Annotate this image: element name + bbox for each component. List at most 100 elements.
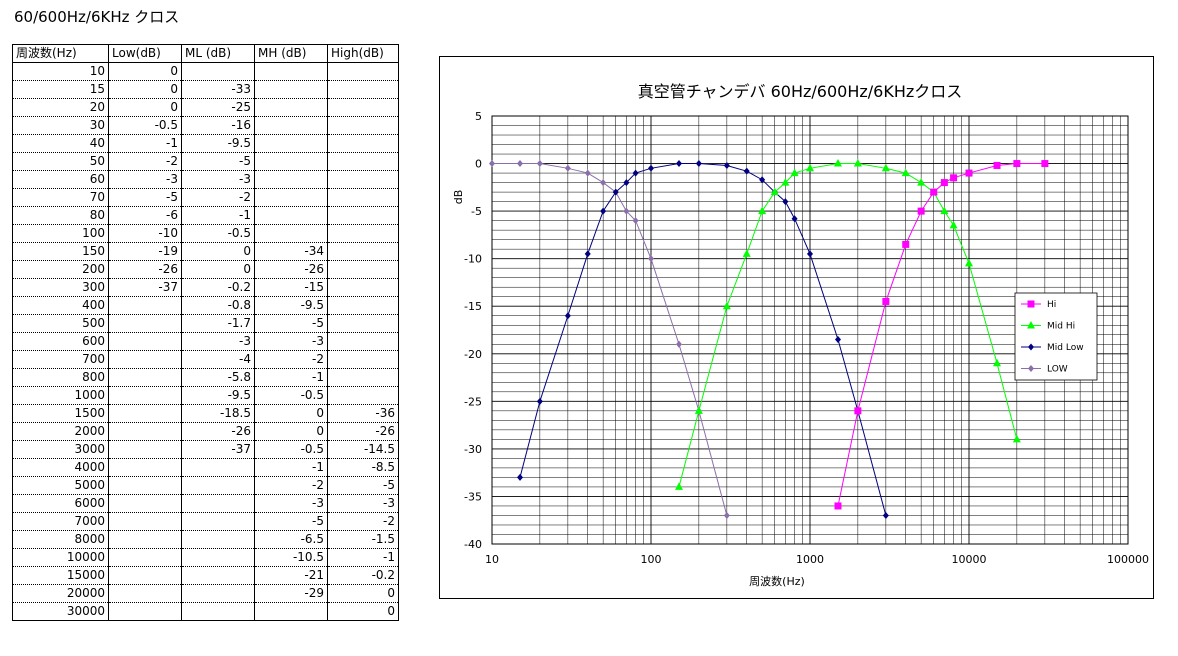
table-row: 30 -0.5 -16 bbox=[12, 116, 399, 135]
cell-frequency: 5000 bbox=[12, 476, 109, 495]
cell-ml: -5 bbox=[181, 152, 255, 171]
table-row: 40 -1 -9.5 bbox=[12, 134, 399, 153]
data-point bbox=[623, 179, 630, 187]
cell-frequency: 80 bbox=[12, 206, 109, 225]
cell-frequency: 10 bbox=[12, 62, 109, 81]
cell-high bbox=[327, 134, 399, 153]
data-point bbox=[790, 168, 799, 177]
chart-svg: 真空管チャンデバ 60Hz/600Hz/6KHzクロス 5 0 -5 -10 -15 -2… bbox=[452, 82, 1149, 588]
cell-ml bbox=[181, 602, 255, 621]
data-point bbox=[853, 159, 862, 167]
y-tick-label: -15 bbox=[464, 300, 482, 313]
cell-ml bbox=[181, 548, 255, 567]
table-row: 500 -1.7 -5 bbox=[12, 314, 399, 333]
cell-frequency: 700 bbox=[12, 350, 109, 369]
cell-ml bbox=[181, 476, 255, 495]
cell-ml: -3 bbox=[181, 332, 255, 351]
legend-marker bbox=[1027, 300, 1035, 308]
table-row: 600 -3 -3 bbox=[12, 332, 399, 351]
cell-frequency: 30000 bbox=[12, 602, 109, 621]
table-row: 5000 -2 -5 bbox=[12, 476, 399, 495]
data-point bbox=[949, 220, 958, 229]
header-mh: MH (dB) bbox=[254, 44, 328, 63]
cell-mh: -21 bbox=[254, 566, 328, 585]
data-point bbox=[854, 407, 862, 415]
data-point bbox=[516, 473, 523, 481]
cell-mh bbox=[254, 116, 328, 135]
cell-ml bbox=[181, 584, 255, 603]
table-row: 60 -3 -3 bbox=[12, 170, 399, 189]
cell-high bbox=[327, 368, 399, 387]
cell-ml: 0 bbox=[181, 260, 255, 279]
cell-ml: -1 bbox=[181, 206, 255, 225]
cell-mh: -5 bbox=[254, 512, 328, 531]
cell-low: -0.5 bbox=[108, 116, 182, 135]
header-low: Low(dB) bbox=[108, 44, 182, 63]
cell-mh: -1 bbox=[254, 368, 328, 387]
table-row: 800 -5.8 -1 bbox=[12, 368, 399, 387]
series-line bbox=[678, 163, 1018, 488]
cell-low bbox=[108, 440, 182, 459]
data-point bbox=[965, 169, 973, 177]
chart-area: 真空管チャンデバ 60Hz/600Hz/6KHzクロス 5 0 -5 -10 -15 -2… bbox=[439, 56, 1154, 599]
cell-mh: -0.5 bbox=[254, 386, 328, 405]
data-point bbox=[917, 207, 925, 215]
cell-low bbox=[108, 584, 182, 603]
cell-high bbox=[327, 350, 399, 369]
cell-frequency: 15 bbox=[12, 80, 109, 99]
y-tick-label: -20 bbox=[464, 348, 482, 361]
cell-ml: -25 bbox=[181, 98, 255, 117]
table-row: 400 -0.8 -9.5 bbox=[12, 296, 399, 315]
series-mid-hi bbox=[674, 159, 1021, 490]
cell-ml: -9.5 bbox=[181, 134, 255, 153]
cell-frequency: 70 bbox=[12, 188, 109, 207]
cell-mh bbox=[254, 134, 328, 153]
cell-high: -1.5 bbox=[327, 530, 399, 549]
table-row: 1500 -18.5 0 -36 bbox=[12, 404, 399, 423]
cell-low: -26 bbox=[108, 260, 182, 279]
cell-high bbox=[327, 170, 399, 189]
legend-label: Mid Hi bbox=[1047, 322, 1075, 332]
table-row: 100 -10 -0.5 bbox=[12, 224, 399, 243]
data-point bbox=[901, 168, 910, 177]
data-point bbox=[1013, 160, 1021, 168]
cell-frequency: 200 bbox=[12, 260, 109, 279]
cell-low: 0 bbox=[108, 98, 182, 117]
data-point bbox=[806, 163, 814, 172]
table-body: 10 0 15 0 -33 20 0 -25 30 -0.5 -16 40 -1 -9.5 50 -2 -5 60… bbox=[12, 62, 399, 621]
chart-title: 真空管チャンデバ 60Hz/600Hz/6KHzクロス bbox=[638, 82, 963, 101]
table-row: 20000 -29 0 bbox=[12, 584, 399, 603]
series-layer bbox=[489, 159, 1049, 519]
sheet-title: 60/600Hz/6KHz クロス bbox=[14, 8, 180, 26]
data-point bbox=[632, 169, 639, 177]
data-point bbox=[834, 502, 842, 510]
table-row: 15000 -21 -0.2 bbox=[12, 566, 399, 585]
cell-high bbox=[327, 314, 399, 333]
x-tick-label: 10000 bbox=[952, 553, 987, 566]
data-point bbox=[758, 206, 767, 215]
table-row: 10 0 bbox=[12, 62, 399, 81]
cell-mh bbox=[254, 62, 328, 81]
cell-ml: -33 bbox=[181, 80, 255, 99]
legend-marker bbox=[1028, 365, 1034, 372]
y-tick-label: 5 bbox=[475, 110, 482, 123]
series-line bbox=[519, 163, 887, 516]
data-point bbox=[930, 188, 938, 196]
cell-high bbox=[327, 116, 399, 135]
table-row: 50 -2 -5 bbox=[12, 152, 399, 171]
table-row: 7000 -5 -2 bbox=[12, 512, 399, 531]
table-row: 8000 -6.5 -1.5 bbox=[12, 530, 399, 549]
cell-low bbox=[108, 494, 182, 513]
data-point bbox=[584, 169, 591, 177]
data-point bbox=[722, 301, 731, 310]
series-hi bbox=[834, 160, 1049, 510]
series-low bbox=[489, 160, 730, 519]
cell-mh bbox=[254, 98, 328, 117]
table-row: 4000 -1 -8.5 bbox=[12, 458, 399, 477]
cell-high bbox=[327, 98, 399, 117]
cell-frequency: 10000 bbox=[12, 548, 109, 567]
cell-mh: -29 bbox=[254, 584, 328, 603]
legend: Hi Mid Hi Mid Low LOW bbox=[1014, 292, 1098, 381]
data-point bbox=[940, 179, 948, 187]
